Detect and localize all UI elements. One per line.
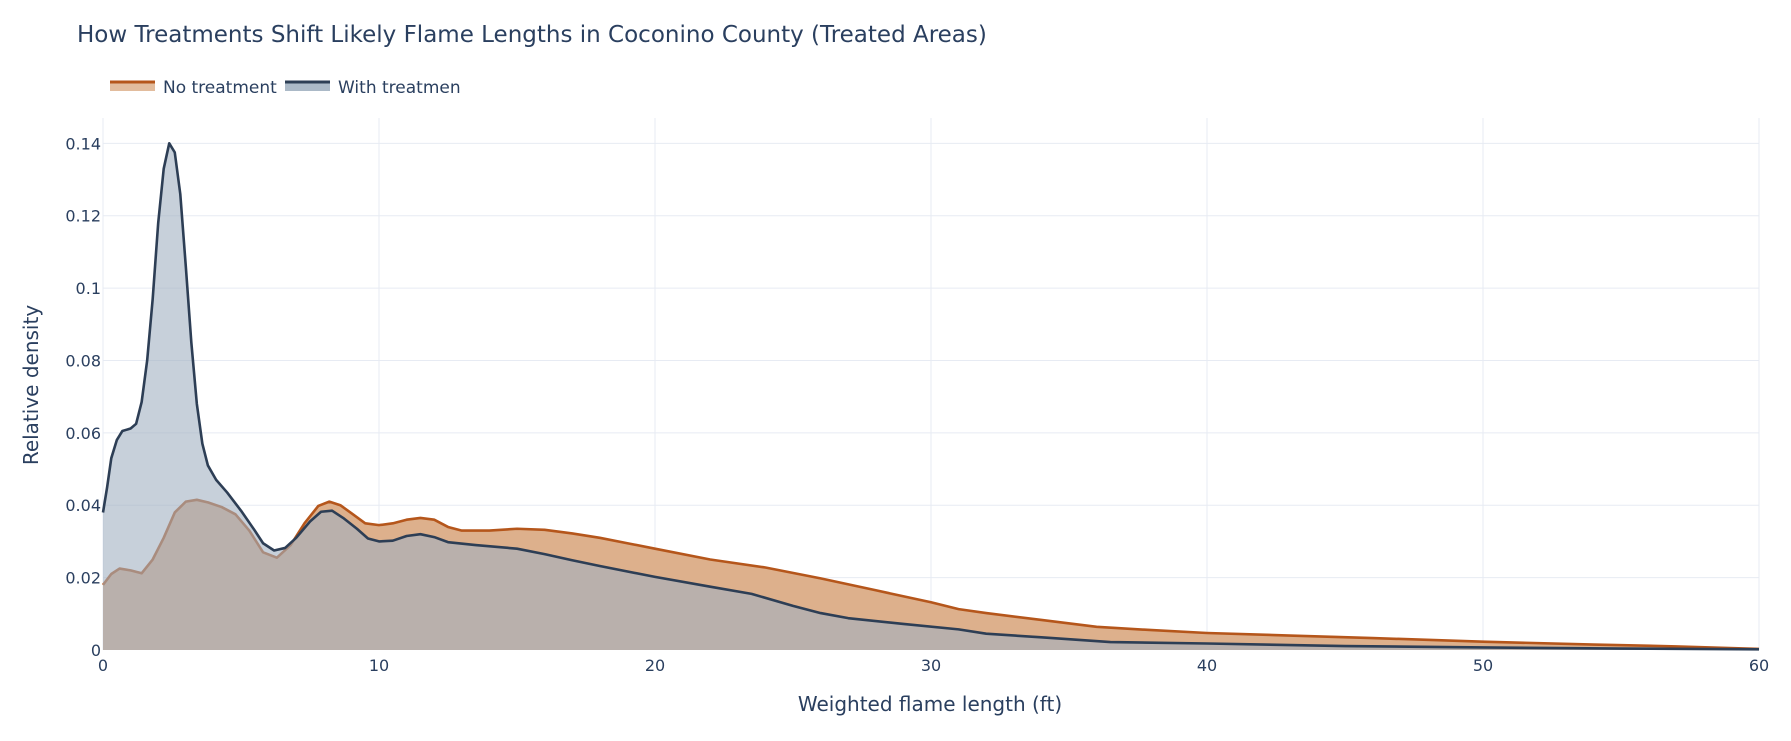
- y-axis-title: Relative density: [19, 305, 43, 466]
- legend[interactable]: No treatment With treatmen: [110, 78, 461, 98]
- gridlines: [102, 118, 1760, 650]
- area-with-treatmen: [103, 143, 1759, 650]
- x-tick-label: 60: [1749, 656, 1769, 675]
- legend-swatch-fill: [285, 82, 330, 91]
- line-with-treatmen: [101, 142, 1760, 651]
- x-tick-label: 40: [1197, 656, 1217, 675]
- y-tick-label: 0.02: [65, 569, 101, 588]
- x-axis-title: Weighted flame length (ft): [798, 692, 1062, 716]
- legend-swatch-fill: [110, 82, 155, 91]
- y-tick-label: 0.14: [65, 134, 101, 153]
- y-tick-label: 0: [91, 641, 101, 660]
- x-tick-label: 0: [98, 656, 108, 675]
- legend-label: No treatment: [163, 78, 277, 98]
- plot-area: [101, 142, 1760, 651]
- y-tick-label: 0.08: [65, 351, 101, 370]
- chart-title: How Treatments Shift Likely Flame Length…: [77, 22, 987, 48]
- y-tick-label: 0.1: [76, 279, 101, 298]
- x-tick-label: 50: [1473, 656, 1493, 675]
- y-tick-label: 0.12: [65, 207, 101, 226]
- x-tick-label: 10: [369, 656, 389, 675]
- legend-label: With treatmen: [338, 78, 461, 98]
- x-tick-label: 30: [921, 656, 941, 675]
- y-tick-label: 0.06: [65, 424, 101, 443]
- y-tick-label: 0.04: [65, 496, 101, 515]
- legend-item[interactable]: No treatment: [110, 78, 277, 98]
- axis-ticks: 0 10 20 30 40 50 60 0 0.02 0.04 0.06 0.08 0.1 0.12 0.1…: [65, 134, 1769, 675]
- x-tick-label: 20: [645, 656, 665, 675]
- legend-item[interactable]: With treatmen: [285, 78, 461, 98]
